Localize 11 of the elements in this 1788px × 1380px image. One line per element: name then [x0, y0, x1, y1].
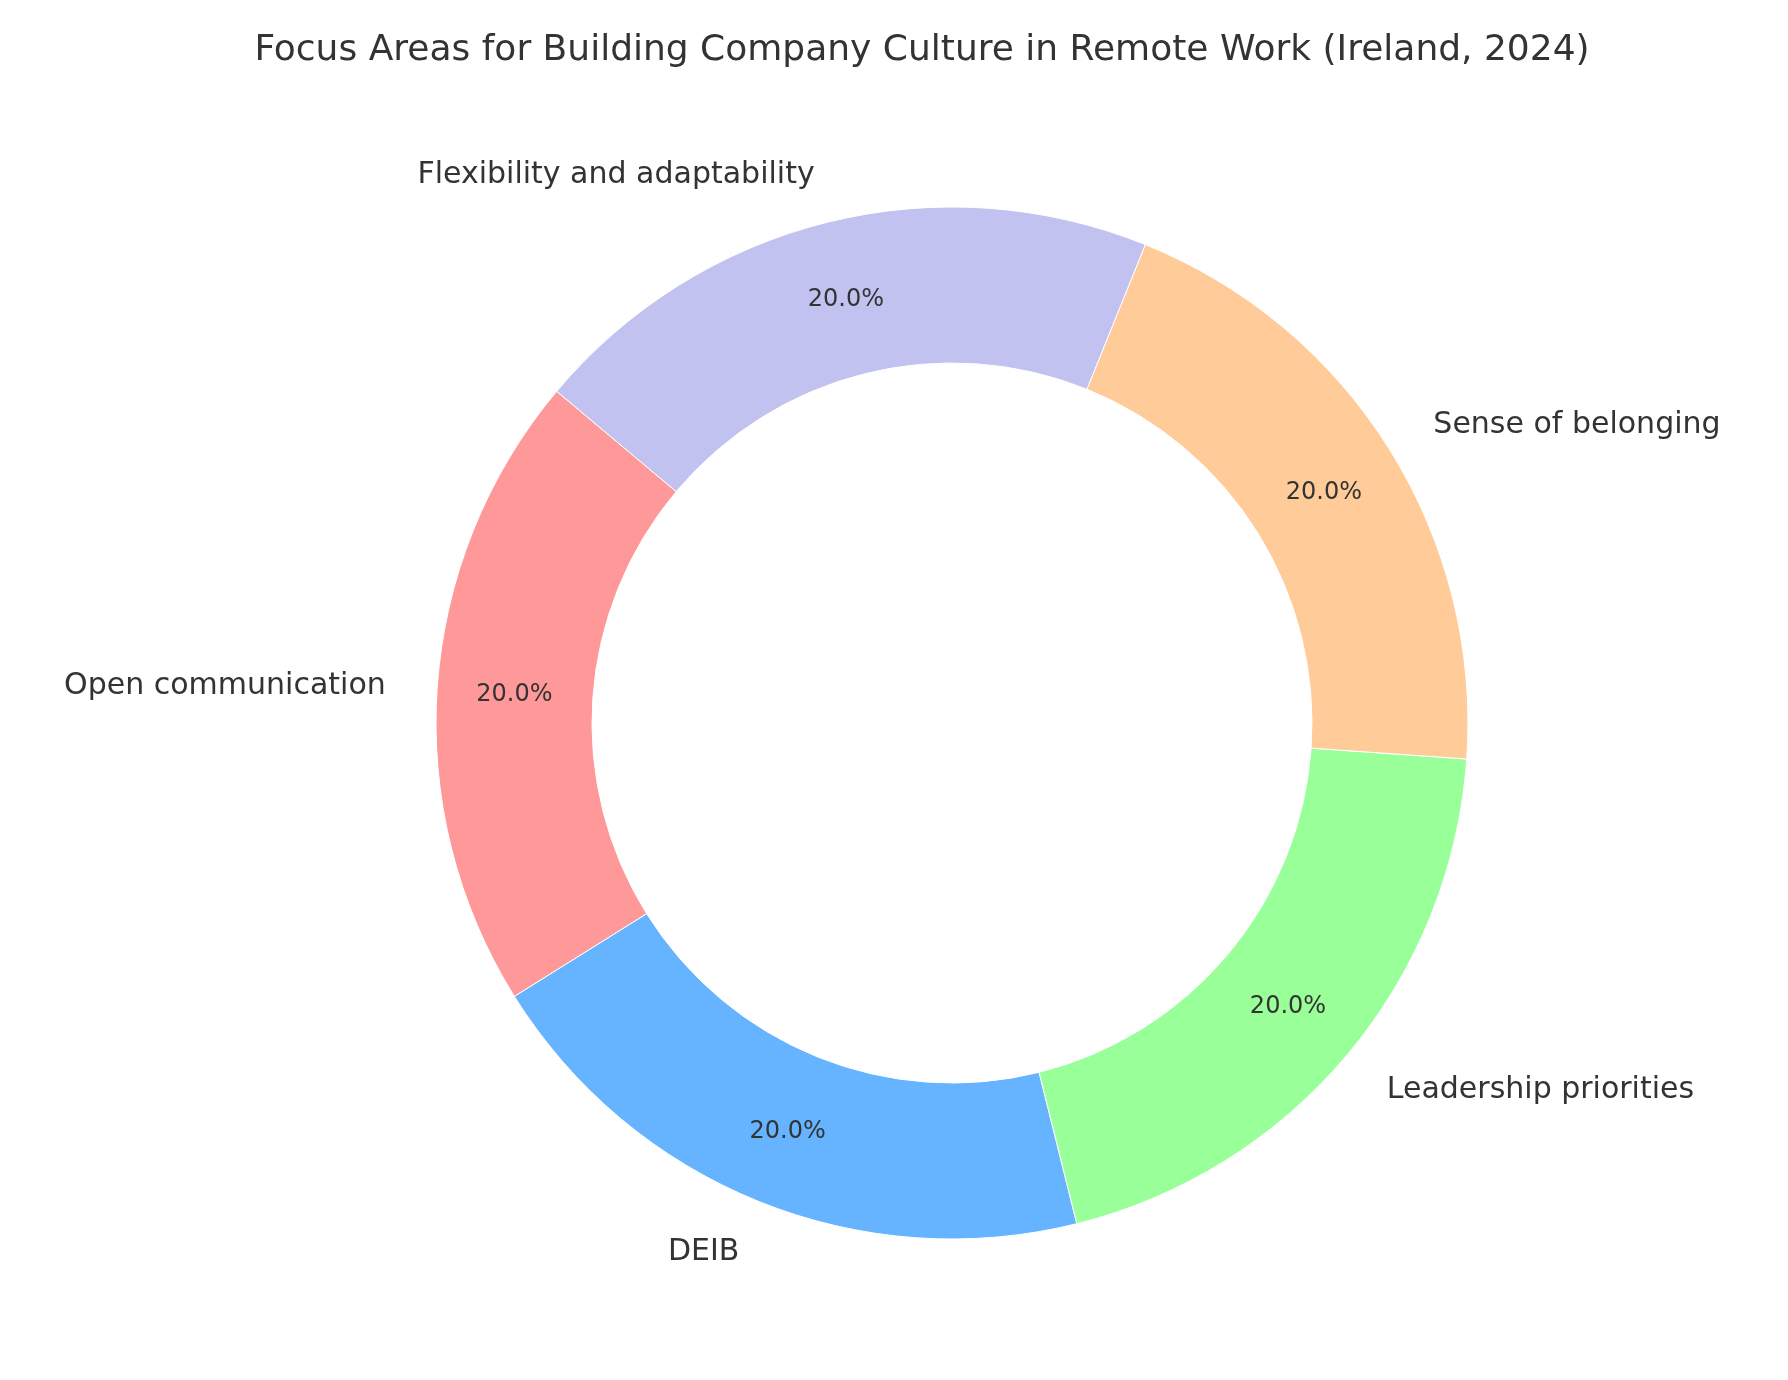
slice-label: DEIB [667, 1231, 740, 1267]
data-label: 20.0% [1285, 476, 1363, 505]
slice-label: Open communication [64, 665, 386, 701]
data-label: 20.0% [807, 283, 885, 312]
chart-title: Focus Areas for Building Company Culture in Remote Work (Ireland, 2024) [254, 27, 1590, 68]
data-label: 20.0% [476, 678, 553, 707]
data-label: 20.0% [1249, 991, 1327, 1020]
data-label: 20.0% [749, 1116, 826, 1145]
slice-label: Flexibility and adaptability [417, 154, 815, 190]
slice-label: Sense of belonging [1433, 404, 1721, 440]
slice-label: Leadership priorities [1386, 1070, 1695, 1106]
